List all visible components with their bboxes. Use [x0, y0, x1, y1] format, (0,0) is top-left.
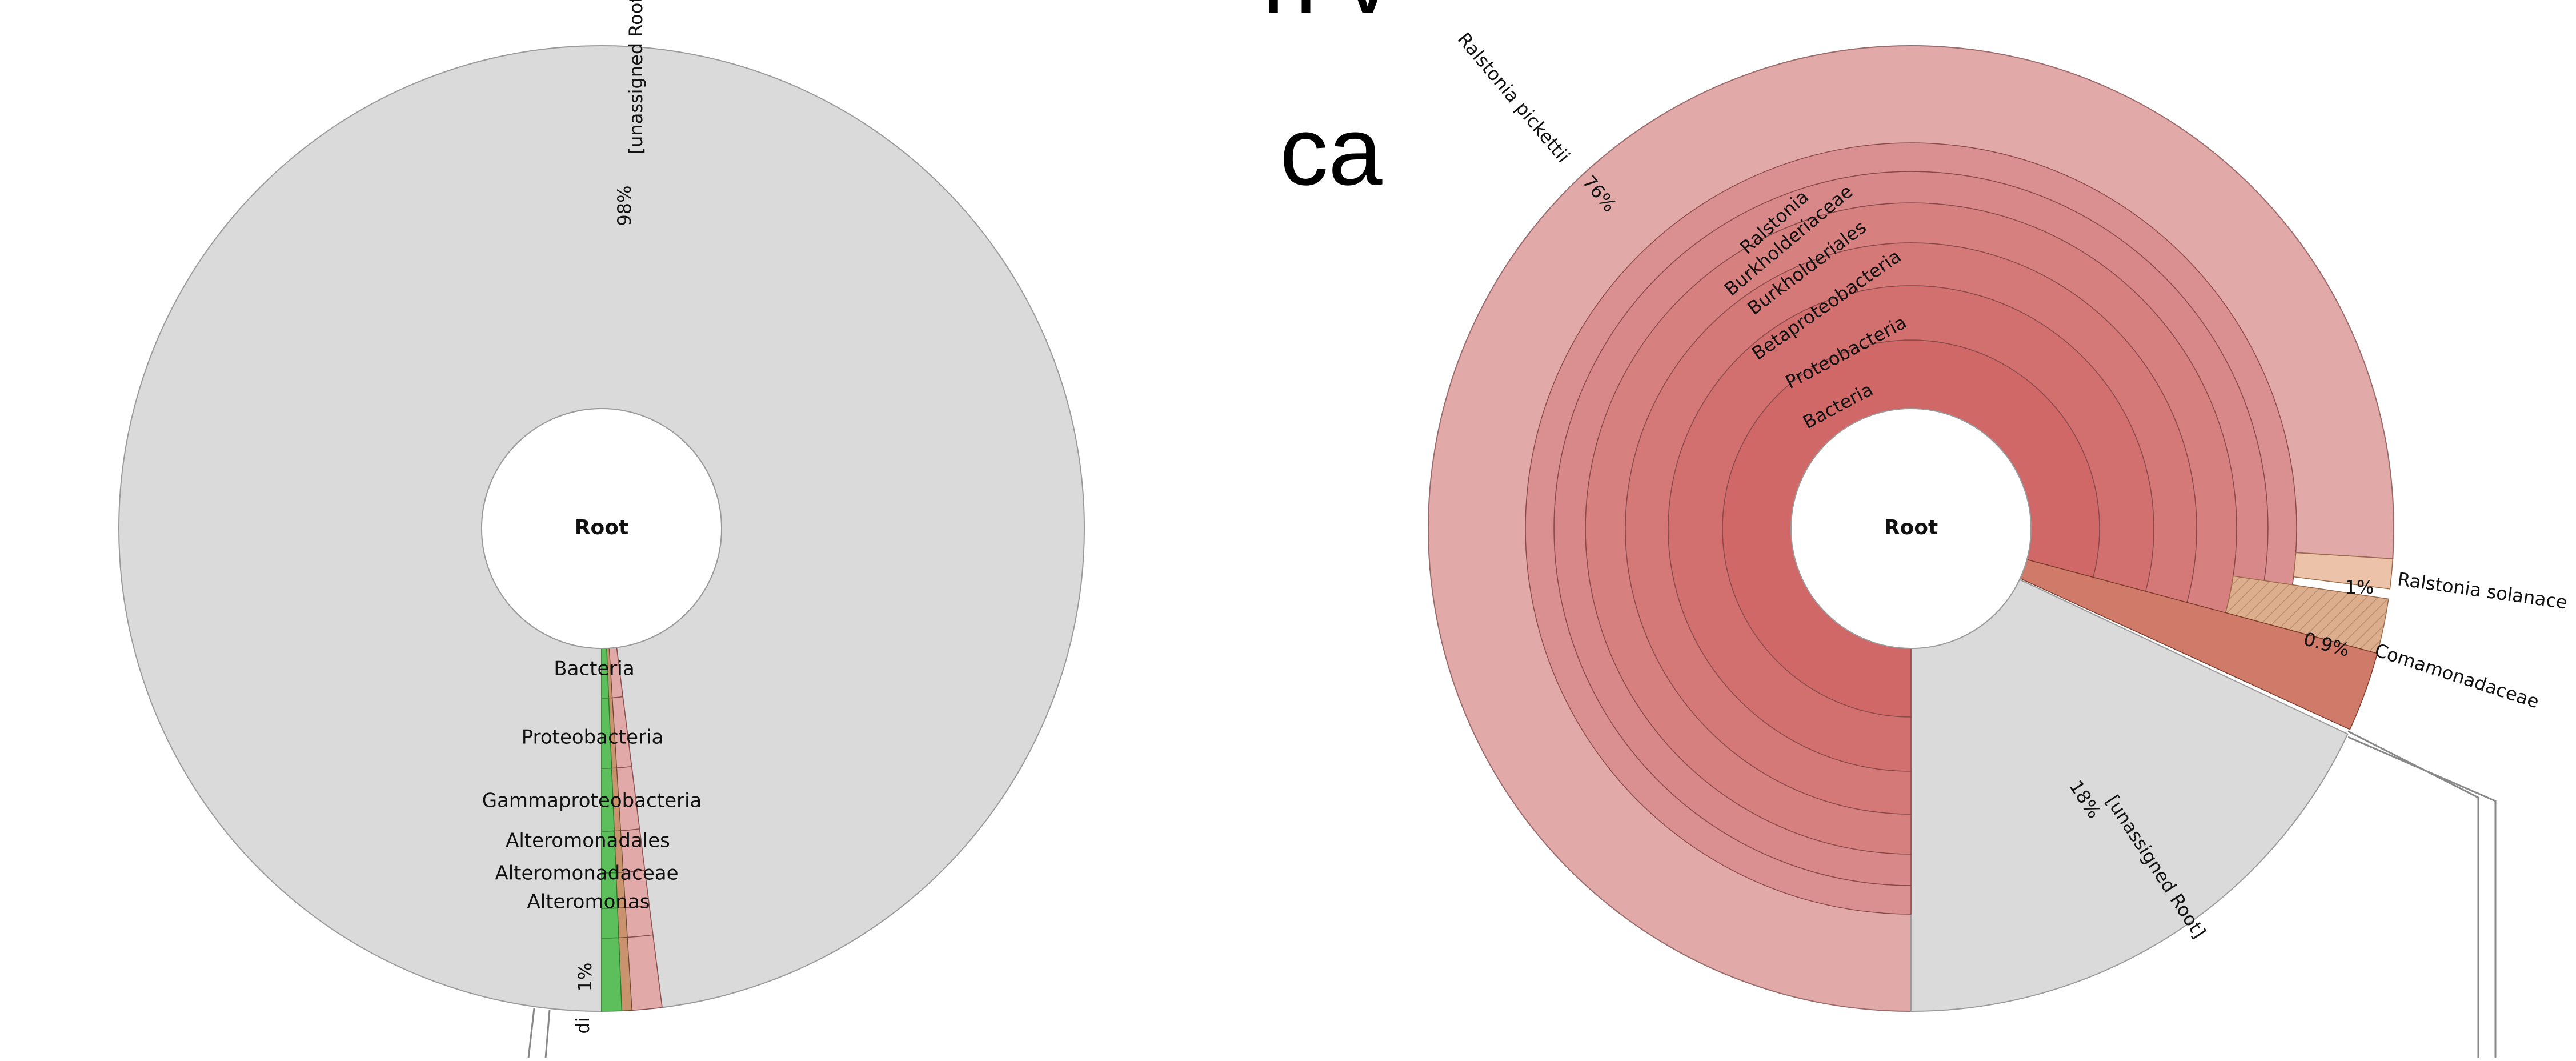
sunburst-chart-right: RootBacteriaProteobacteriaBetaproteobact… — [1427, 29, 2569, 1058]
heading-mask — [1394, 0, 1434, 194]
ring-label-alteromonas: Alteromonas — [527, 891, 650, 914]
percent-ralstonia-solanacearum: 1% — [2345, 576, 2374, 598]
label-ralstonia-pickettii: Ralstonia pickettii — [1453, 29, 1575, 167]
leader-lines-left — [527, 1008, 551, 1059]
leader-lines-right — [2347, 730, 2497, 1058]
label-truncated-left: di — [572, 1017, 594, 1034]
center-circle-right — [1790, 408, 2032, 649]
center-label-left: Root — [575, 516, 628, 539]
percent-unassigned-left: 98% — [614, 185, 635, 226]
heading-line-2: ca — [1280, 97, 1383, 206]
ring-label-proteobacteria: Proteobacteria — [522, 726, 664, 749]
label-ralstonia-solanacearum: Ralstonia solanace — [2396, 568, 2569, 613]
ring-label-gammaproteobacteria: Gammaproteobacteria — [482, 790, 702, 812]
segment-comamonadaceae-hatch — [2225, 576, 2389, 654]
segment-ralstonia-solanacearum — [2293, 552, 2394, 590]
heading-line-1: n v — [1263, 0, 1392, 29]
ring-label-alteromonadales: Alteromonadales — [506, 830, 670, 852]
sunburst-chart-left: Root Bacteria Proteobacteria Gammaproteobac… — [118, 0, 1085, 1059]
percent-bacteria-left: 1% — [574, 963, 596, 992]
ring-label-alteromonadaceae: Alteromonadaceae — [495, 862, 678, 885]
label-unassigned-root-left: [unassigned Root] — [625, 0, 647, 154]
segment-bacteria-green — [601, 937, 623, 1012]
ring-label-bacteria: Bacteria — [554, 658, 634, 680]
center-label-right: Root — [1884, 516, 1938, 539]
label-comamonadaceae: Comamonadaceae — [2372, 639, 2542, 713]
center-circle-left — [481, 408, 722, 649]
